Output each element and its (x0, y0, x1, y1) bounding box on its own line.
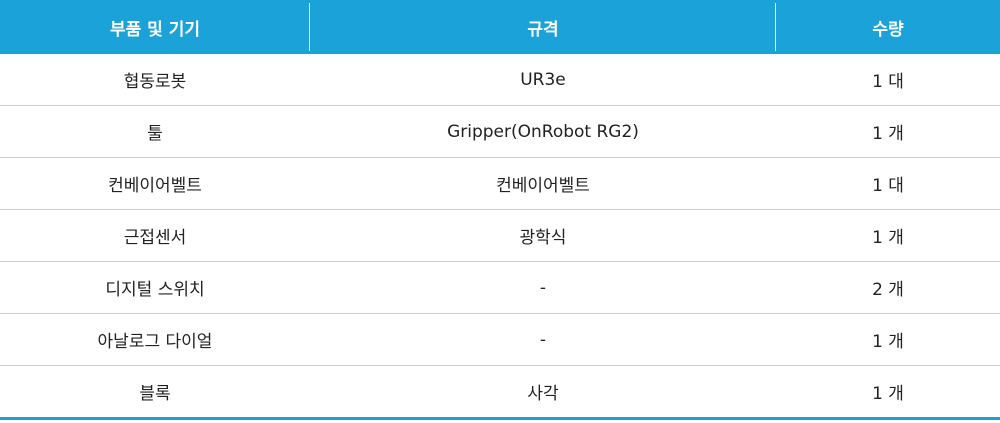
cell-spec: Gripper(OnRobot RG2) (310, 105, 776, 158)
cell-part: 협동로봇 (0, 54, 310, 106)
table-row: 컨베이어벨트 컨베이어벨트 1 대 (0, 157, 1000, 210)
cell-quantity: 1 대 (776, 54, 1000, 106)
table-row: 아날로그 다이얼 - 1 개 (0, 313, 1000, 366)
cell-spec: 컨베이어벨트 (310, 157, 776, 210)
cell-part: 디지털 스위치 (0, 261, 310, 314)
cell-part: 아날로그 다이얼 (0, 313, 310, 366)
cell-spec: - (310, 261, 776, 314)
table-row: 근접센서 광학식 1 개 (0, 209, 1000, 262)
cell-quantity: 1 개 (776, 365, 1000, 420)
header-spec: 규격 (310, 0, 777, 54)
cell-quantity: 1 개 (776, 313, 1000, 366)
cell-part: 컨베이어벨트 (0, 157, 310, 210)
table-row: 디지털 스위치 - 2 개 (0, 261, 1000, 314)
header-row: 부품 및 기기 규격 수량 (0, 0, 1000, 54)
table-header: 부품 및 기기 규격 수량 (0, 0, 1000, 54)
cell-spec: 광학식 (310, 209, 776, 262)
cell-quantity: 2 개 (776, 261, 1000, 314)
table-row: 툴 Gripper(OnRobot RG2) 1 개 (0, 105, 1000, 158)
cell-part: 블록 (0, 365, 310, 420)
cell-part: 툴 (0, 105, 310, 158)
cell-quantity: 1 개 (776, 209, 1000, 262)
header-quantity: 수량 (776, 0, 1000, 54)
header-parts: 부품 및 기기 (0, 0, 311, 54)
cell-part: 근접센서 (0, 209, 310, 262)
cell-quantity: 1 대 (776, 157, 1000, 210)
cell-spec: UR3e (310, 54, 776, 106)
cell-spec: 사각 (310, 365, 776, 420)
cell-spec: - (310, 313, 776, 366)
table-row: 블록 사각 1 개 (0, 365, 1000, 420)
table-row: 협동로봇 UR3e 1 대 (0, 54, 1000, 106)
table-body: 협동로봇 UR3e 1 대 툴 Gripper(OnRobot RG2) 1 개… (0, 54, 1000, 420)
cell-quantity: 1 개 (776, 105, 1000, 158)
